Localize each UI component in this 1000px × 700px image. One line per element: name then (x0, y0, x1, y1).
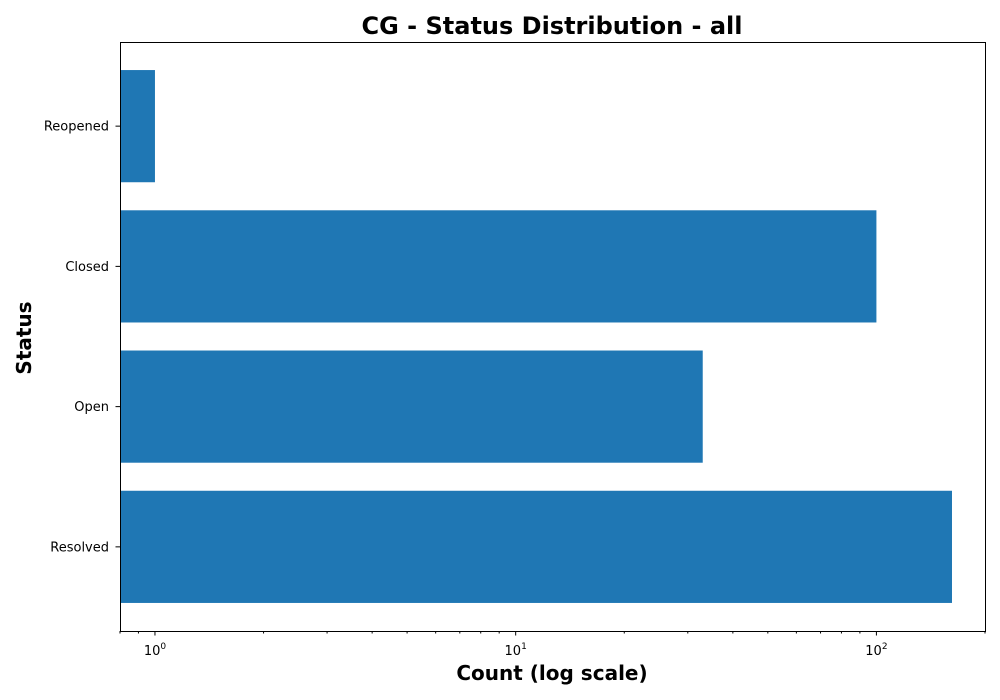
plot-frame (120, 42, 986, 632)
y-tick-label: Closed (65, 260, 109, 275)
x-axis-label: Count (log scale) (456, 661, 647, 685)
x-tick-label: 102 (865, 642, 887, 659)
y-tick-label: Reopened (44, 120, 109, 135)
bar-closed (120, 210, 877, 323)
x-axis: 100 101 102 (119, 631, 986, 659)
bar-resolved (120, 490, 952, 603)
y-axis: Reopened Closed Open Resolved (44, 120, 120, 555)
y-tick-label: Resolved (50, 540, 109, 555)
bar-open (120, 350, 703, 463)
x-tick-label: 101 (505, 642, 527, 659)
y-axis-label: Status (12, 301, 36, 374)
bar-reopened (120, 70, 155, 183)
bars-layer (120, 70, 952, 603)
x-tick-label: 100 (144, 642, 167, 659)
chart-title: CG - Status Distribution - all (362, 12, 743, 40)
y-tick-label: Open (74, 400, 109, 415)
